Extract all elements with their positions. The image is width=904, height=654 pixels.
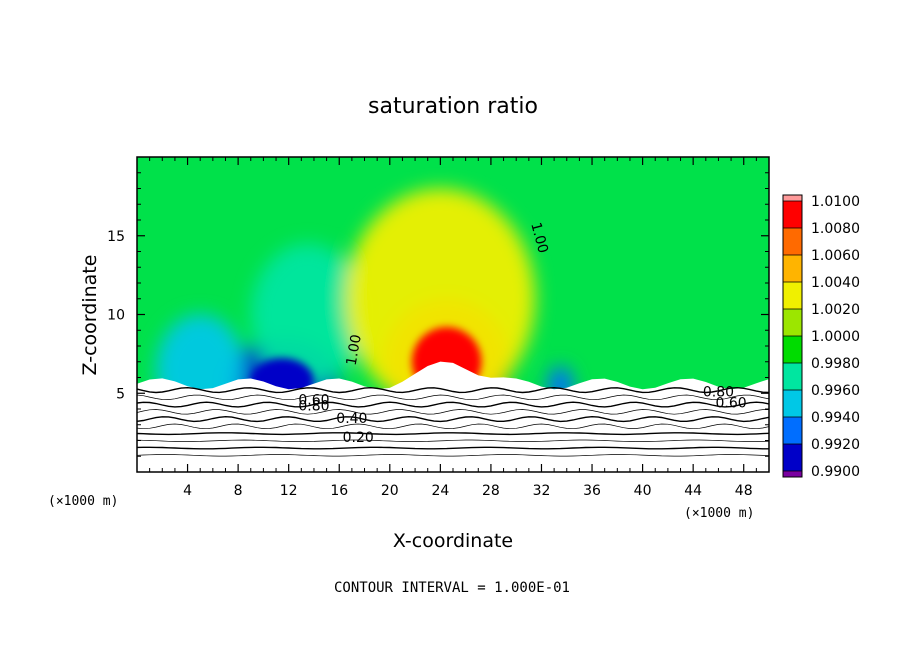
colorbar-label: 1.0040 <box>811 275 860 291</box>
x-tick-label: 24 <box>431 483 449 499</box>
colorbar-segment <box>783 309 802 337</box>
contour-line <box>137 446 769 450</box>
colorbar-label: 0.9980 <box>811 356 860 372</box>
x-tick-label: 12 <box>280 483 298 499</box>
contour-label: 0.20 <box>343 430 374 446</box>
x-tick-label: 32 <box>533 483 551 499</box>
contour-line <box>137 432 769 436</box>
x-unit-right: (×1000 m) <box>684 506 754 521</box>
contour-line <box>137 401 769 408</box>
colorbar-segment <box>783 228 802 256</box>
x-tick-label: 28 <box>482 483 500 499</box>
colorbar-label: 0.9900 <box>811 464 860 480</box>
contour-line <box>137 415 769 423</box>
contour-label: 1.00 <box>527 221 551 255</box>
chart-title: saturation ratio <box>368 94 538 119</box>
contour-line <box>137 394 769 401</box>
contour-labels: 1.001.000.800.600.400.200.800.60 <box>298 221 746 446</box>
y-ticks: 5 10 15 <box>107 172 769 457</box>
x-tick-label: 48 <box>735 483 753 499</box>
contour-line <box>137 439 769 442</box>
y-tick-label: 10 <box>107 308 125 324</box>
colorbar-label: 1.0000 <box>811 329 860 345</box>
fill-feature-high <box>345 188 536 409</box>
colorbar-label: 1.0100 <box>811 194 860 210</box>
colorbar-segment <box>783 336 802 364</box>
colorbar-segment <box>783 255 802 283</box>
contour-interval-note: CONTOUR INTERVAL = 1.000E-01 <box>334 580 570 596</box>
colorbar: 1.0100 1.0080 1.0060 1.0040 1.0020 1.0000 0.99… <box>782 194 860 480</box>
contour-label: 0.60 <box>715 395 746 411</box>
colorbar-overflow-low <box>783 471 802 477</box>
x-ticks: 4 8 12 16 20 24 28 32 36 40 44 48 <box>149 157 757 499</box>
colorbar-segment <box>783 201 802 229</box>
x-tick-label: 4 <box>183 483 192 499</box>
colorbar-label: 0.9920 <box>811 437 860 453</box>
contour-label: 0.40 <box>336 411 367 427</box>
x-tick-label: 44 <box>684 483 702 499</box>
plot-area <box>137 157 769 472</box>
x-tick-label: 40 <box>634 483 652 499</box>
contour-label: 0.80 <box>298 399 329 415</box>
colorbar-segment <box>783 390 802 418</box>
x-unit-left: (×1000 m) <box>48 494 118 509</box>
colorbar-segment <box>783 282 802 310</box>
contour-label: 0.60 <box>298 392 329 408</box>
x-axis-label: X-coordinate <box>393 530 513 552</box>
colorbar-label: 1.0020 <box>811 302 860 318</box>
x-tick-label: 20 <box>381 483 399 499</box>
y-tick-label: 15 <box>107 229 125 245</box>
y-axis-label: Z-coordinate <box>79 255 101 376</box>
x-tick-label: 8 <box>234 483 243 499</box>
colorbar-segment <box>783 417 802 445</box>
contour-label: 0.80 <box>703 384 734 400</box>
contour-label: 1.00 <box>344 333 365 366</box>
fill-feature-low <box>250 243 365 386</box>
contour-line <box>137 409 769 415</box>
x-tick-label: 36 <box>583 483 601 499</box>
contour-line <box>137 454 769 457</box>
contour-line <box>137 386 769 394</box>
colorbar-segment <box>783 444 802 472</box>
colorbar-segment <box>783 363 802 391</box>
x-tick-label: 16 <box>330 483 348 499</box>
contour-line <box>137 423 769 430</box>
colorbar-overflow-high <box>783 195 802 201</box>
y-tick-label: 5 <box>116 386 125 402</box>
colorbar-label: 0.9940 <box>811 410 860 426</box>
contour-lines <box>137 386 769 457</box>
colorbar-label: 1.0060 <box>811 248 860 264</box>
colorbar-label: 0.9960 <box>811 383 860 399</box>
colorbar-label: 1.0080 <box>811 221 860 237</box>
